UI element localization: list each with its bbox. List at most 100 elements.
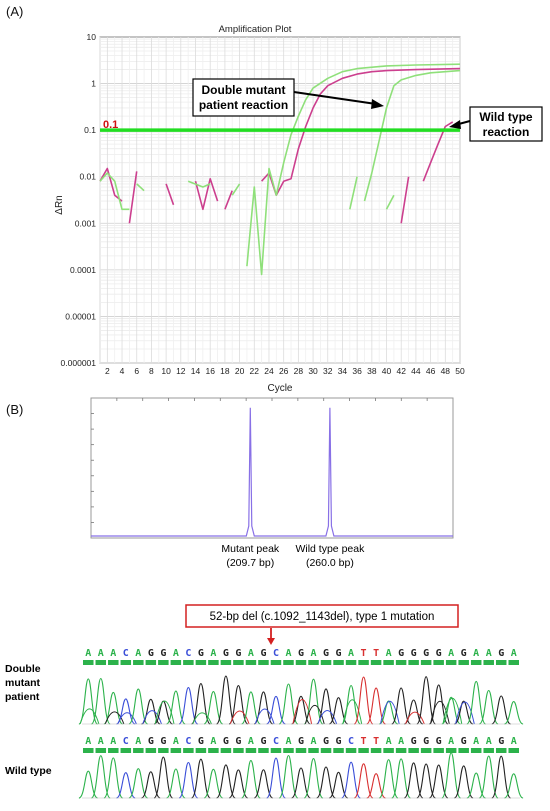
secondary-peak	[117, 712, 137, 725]
chromatogram-peak	[341, 684, 361, 725]
secondary-peak	[254, 708, 275, 725]
quality-bar	[108, 660, 119, 665]
base-call: G	[423, 648, 429, 659]
base-call: T	[361, 648, 367, 659]
chromatogram-peak	[266, 757, 286, 799]
magenta-curve-segment	[224, 190, 233, 210]
quality-bar	[508, 748, 519, 753]
base-call: A	[285, 736, 291, 747]
amplification-curves	[99, 63, 461, 276]
base-call: G	[235, 736, 241, 747]
base-call: A	[398, 736, 404, 747]
mutation-label: 52-bp del (c.1092_1143del), type 1 mutat…	[210, 611, 435, 623]
green-curve-segment	[363, 69, 461, 202]
chromatogram-peak	[228, 769, 249, 799]
peak-label: Wild type peak	[295, 543, 365, 555]
chromatogram-peak	[353, 763, 374, 799]
quality-bar	[195, 748, 207, 753]
chromatogram-peak	[241, 691, 261, 725]
quality-bar	[358, 748, 369, 753]
quality-bar	[358, 660, 369, 665]
chromatogram-peak	[466, 680, 487, 725]
quality-bar	[208, 660, 219, 665]
quality-bar	[308, 748, 319, 753]
quality-bar	[345, 660, 357, 665]
callout-arrowhead	[449, 120, 461, 129]
magenta-curve-segment	[194, 178, 219, 211]
base-call: G	[461, 736, 467, 747]
base-call: C	[185, 648, 191, 659]
x-tick-labels: 2 4 6 8 10 12 14 16 18 20 22 24 26 28 30 32 34 36 38 40 42 44…	[105, 366, 465, 376]
mutation-arrowhead	[267, 638, 275, 645]
chromatogram-peak	[328, 771, 349, 799]
x-tick-label: 2	[105, 366, 110, 376]
quality-bar	[270, 748, 282, 753]
quality-bar	[158, 660, 169, 665]
row-label: mutant	[5, 677, 41, 689]
base-call: A	[173, 648, 179, 659]
quality-bar	[183, 660, 194, 665]
base-call: A	[173, 736, 179, 747]
chromatogram-peak	[153, 756, 174, 799]
chromatogram-peak	[504, 773, 524, 799]
quality-bar	[333, 748, 344, 753]
quality-bar	[83, 748, 94, 753]
x-axis-label: Cycle	[267, 383, 292, 394]
magenta-curve-segment	[261, 67, 461, 196]
quality-bar	[120, 660, 132, 665]
quality-bar	[483, 660, 494, 665]
chromatogram-peak	[341, 761, 361, 799]
row-label: patient	[5, 691, 40, 703]
chromatogram-peak	[266, 695, 286, 725]
chromatogram-peak	[165, 690, 186, 725]
quality-bar	[270, 660, 282, 665]
chromatogram-peak	[291, 767, 311, 799]
y-tick-label: 10	[87, 32, 97, 42]
x-tick-label: 42	[396, 366, 406, 376]
chromatogram-peak	[303, 758, 324, 799]
chromatogram-peak	[278, 754, 299, 799]
secondary-peak	[430, 701, 450, 725]
chromatogram-peak	[416, 676, 437, 725]
chromatogram-peak	[316, 766, 336, 799]
base-call: C	[348, 736, 354, 747]
mutation-callout: 52-bp del (c.1092_1143del), type 1 mutat…	[185, 604, 459, 645]
quality-bar	[283, 660, 294, 665]
base-call: G	[148, 648, 154, 659]
chromatogram-peak	[478, 755, 499, 799]
base-call: T	[373, 736, 379, 747]
base-call: A	[486, 648, 492, 659]
base-call: G	[223, 736, 229, 747]
y-tick-label: 0.001	[75, 218, 97, 228]
base-call: A	[135, 736, 141, 747]
quality-bar	[133, 748, 144, 753]
chromatogram-peak	[141, 771, 161, 799]
base-call: G	[298, 648, 304, 659]
base-call: G	[323, 648, 329, 659]
y-tick-label: 0.000001	[61, 358, 97, 368]
chromatogram-peak	[228, 685, 249, 725]
secondary-peak	[142, 710, 162, 725]
secondary-peak	[154, 700, 175, 725]
quality-bar	[83, 660, 94, 665]
quality-bar	[408, 748, 419, 753]
base-call: G	[398, 648, 404, 659]
base-call: A	[448, 736, 454, 747]
quality-bar	[370, 748, 382, 753]
green-curve-segment	[136, 183, 145, 192]
x-tick-label: 12	[176, 366, 186, 376]
chromatogram-peak	[491, 755, 512, 799]
base-call: G	[260, 736, 266, 747]
chromatogram-peak	[504, 701, 524, 725]
base-call: C	[273, 736, 279, 747]
quality-bar	[283, 748, 294, 753]
quality-bar	[445, 748, 457, 753]
base-call: A	[310, 736, 316, 747]
chromatogram-peak	[153, 700, 173, 725]
callout-box	[192, 78, 295, 117]
quality-bar	[208, 748, 219, 753]
secondary-peak	[292, 699, 313, 725]
x-tick-label: 24	[264, 366, 274, 376]
x-tick-label: 8	[149, 366, 154, 376]
